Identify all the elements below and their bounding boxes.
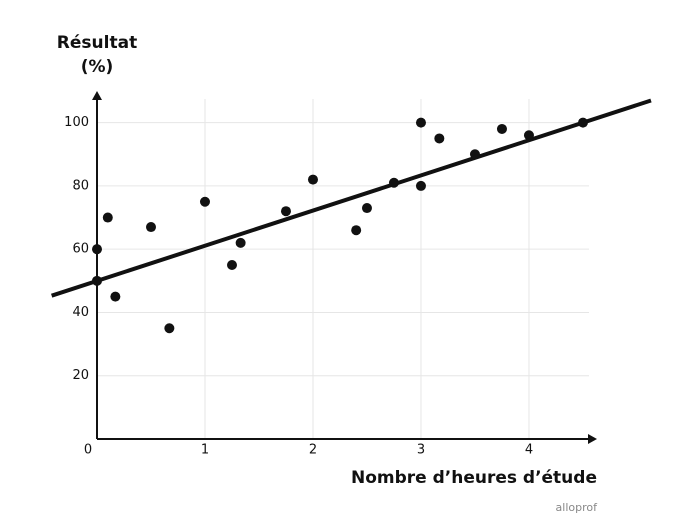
point: [199, 196, 210, 207]
y-axis-label: (%): [81, 57, 114, 77]
point: [164, 323, 175, 334]
point: [434, 133, 445, 144]
y-axis-label: Résultat: [57, 33, 137, 53]
point: [92, 244, 102, 255]
point: [496, 123, 507, 134]
point: [415, 117, 426, 128]
point: [469, 149, 480, 160]
point: [388, 177, 399, 188]
x-axis-label: Nombre d’heures d’étude: [351, 468, 597, 488]
point: [280, 206, 291, 217]
point: [92, 275, 102, 286]
trend-line: [51, 98, 652, 298]
point: [307, 174, 318, 185]
point: [415, 180, 426, 191]
x-tick-label: 3: [417, 443, 425, 458]
y-tick-label: 60: [72, 242, 89, 257]
point: [235, 237, 246, 248]
x-tick-label: 4: [525, 443, 533, 458]
y-tick-label: 20: [72, 368, 89, 383]
point: [577, 117, 588, 128]
y-tick-label: 100: [64, 115, 89, 130]
x-axis-arrow: [588, 434, 597, 444]
point: [110, 291, 121, 302]
watermark: alloprof: [556, 501, 599, 514]
point: [351, 225, 362, 236]
y-tick-label: 80: [72, 178, 89, 193]
y-axis-arrow: [92, 91, 102, 100]
x-tick-label: 2: [309, 443, 317, 458]
point: [226, 260, 237, 270]
y-tick-label: 40: [72, 305, 89, 320]
point: [145, 222, 156, 233]
point: [361, 203, 372, 214]
x-tick-label: 1: [201, 443, 209, 458]
x-tick-label: 0: [84, 443, 92, 458]
point: [523, 130, 534, 141]
point: [102, 212, 113, 223]
